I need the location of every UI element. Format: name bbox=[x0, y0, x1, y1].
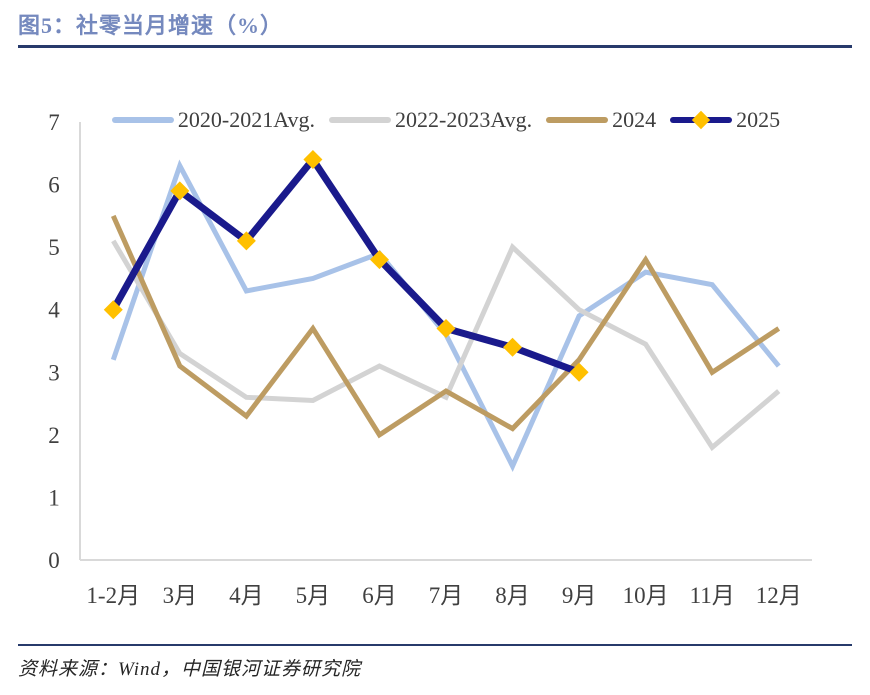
data-point-diamond bbox=[103, 300, 123, 320]
legend-swatch bbox=[111, 117, 174, 123]
series-line-2024 bbox=[110, 214, 781, 439]
x-axis-tick-label: 8月 bbox=[495, 583, 530, 608]
footer-rule bbox=[18, 644, 852, 646]
legend-item-2025: 2025 bbox=[670, 107, 780, 133]
legend-item-2020-2021Avg-: 2020-2021Avg. bbox=[111, 107, 315, 133]
x-axis-tick-label: 6月 bbox=[362, 583, 397, 608]
legend-label: 2025 bbox=[736, 107, 781, 132]
legend-label: 2024 bbox=[612, 107, 657, 132]
x-axis-tick-label: 11月 bbox=[690, 583, 735, 608]
y-axis-tick-label: 3 bbox=[48, 360, 60, 385]
x-axis-tick-label: 12月 bbox=[756, 583, 802, 608]
y-axis-tick-label: 6 bbox=[48, 173, 60, 198]
data-point-diamond bbox=[369, 250, 389, 270]
legend-swatch bbox=[670, 110, 733, 130]
data-point-diamond bbox=[170, 181, 190, 201]
series-lines bbox=[103, 150, 781, 472]
x-axis-tick-label: 4月 bbox=[229, 583, 264, 608]
chart-area: 0 1 2 3 4 5 6 7 1-2月 3月 4月 5月 6月 7月 8月 9月 10月 11月 12月 2020… bbox=[0, 60, 870, 620]
legend-diamond-icon bbox=[691, 110, 711, 130]
y-axis-tick-label: 7 bbox=[48, 110, 60, 135]
data-point-diamond bbox=[503, 337, 523, 357]
legend-swatch bbox=[329, 117, 391, 123]
data-point-diamond bbox=[303, 150, 323, 170]
data-point-diamond bbox=[436, 318, 456, 338]
axis-labels: 0 1 2 3 4 5 6 7 1-2月 3月 4月 5月 6月 7月 8月 9月 10月 11月 12月 bbox=[48, 110, 801, 608]
series-line-2022-2023Avg- bbox=[111, 239, 781, 452]
data-point-diamond bbox=[569, 362, 589, 382]
x-axis-tick-label: 1-2月 bbox=[86, 583, 140, 608]
line-chart: 0 1 2 3 4 5 6 7 1-2月 3月 4月 5月 6月 7月 8月 9月 10月 11月 12月 bbox=[48, 110, 812, 608]
series-line-2025 bbox=[110, 153, 581, 376]
x-axis-tick-label: 10月 bbox=[623, 583, 669, 608]
legend-label: 2022-2023Avg. bbox=[395, 107, 533, 132]
x-axis-tick-label: 9月 bbox=[562, 583, 597, 608]
legend-swatch bbox=[546, 117, 609, 123]
page-title: 图5：社零当月增速（%） bbox=[18, 13, 284, 38]
x-axis-tick-label: 7月 bbox=[429, 583, 464, 608]
legend-item-2022-2023Avg-: 2022-2023Avg. bbox=[329, 107, 532, 133]
chart-legend: 2020-2021Avg. 2022-2023Avg. 2024 2025 bbox=[80, 105, 812, 135]
y-axis-tick-label: 5 bbox=[48, 235, 60, 260]
legend-label: 2020-2021Avg. bbox=[177, 107, 315, 132]
legend-item-2024: 2024 bbox=[546, 107, 656, 133]
y-axis-tick-label: 0 bbox=[48, 548, 60, 573]
y-axis-tick-label: 2 bbox=[48, 423, 60, 448]
y-axis-tick-label: 1 bbox=[48, 485, 60, 510]
axes bbox=[79, 122, 812, 561]
x-axis-tick-label: 5月 bbox=[296, 583, 331, 608]
x-axis-tick-label: 3月 bbox=[163, 583, 198, 608]
y-axis-tick-label: 4 bbox=[48, 298, 60, 323]
title-rule bbox=[18, 45, 852, 48]
source-text: 资料来源：Wind，中国银河证券研究院 bbox=[18, 659, 362, 680]
data-point-diamond bbox=[236, 231, 256, 251]
